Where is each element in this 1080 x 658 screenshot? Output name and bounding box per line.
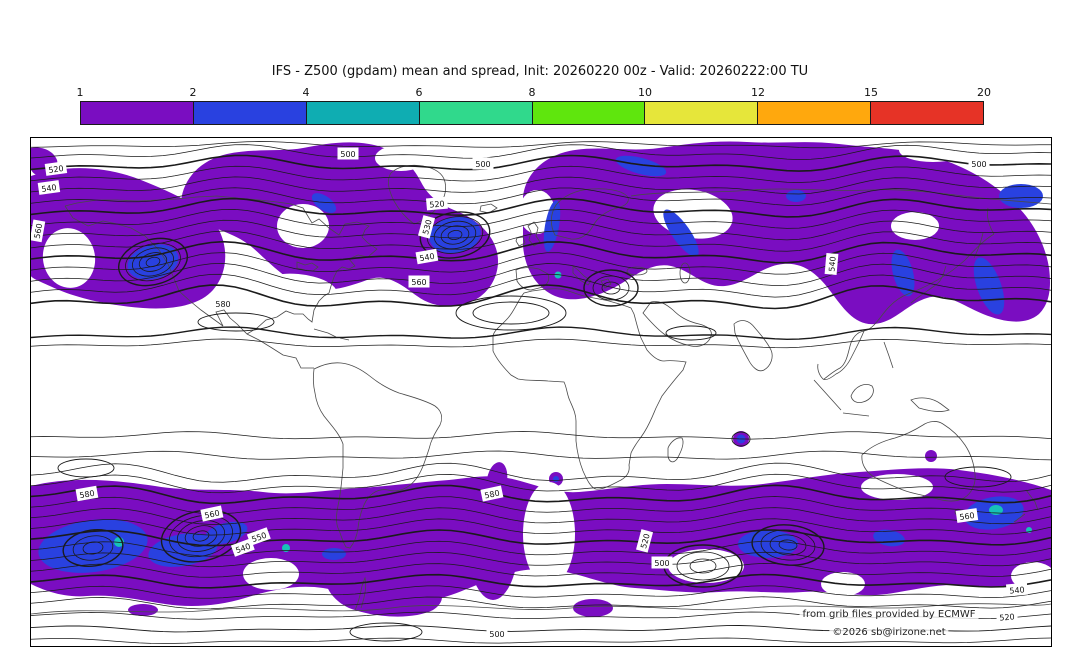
svg-text:560: 560: [204, 508, 221, 520]
svg-text:500: 500: [475, 160, 490, 169]
contour-label: 500: [337, 147, 359, 160]
colorbar-tick-label: 10: [638, 86, 652, 99]
svg-text:560: 560: [411, 278, 426, 287]
svg-text:580: 580: [215, 300, 230, 309]
colorbar-segment: [532, 102, 646, 124]
colorbar-tick-label: 6: [415, 86, 423, 99]
contour-label: 540: [824, 252, 839, 275]
colorbar-segment: [645, 102, 759, 124]
svg-text:500: 500: [489, 630, 504, 639]
svg-text:560: 560: [959, 511, 975, 522]
colorbar-segment: [306, 102, 420, 124]
colorbar-segment: [81, 102, 194, 124]
contour-label: 540: [37, 180, 61, 195]
svg-text:520: 520: [639, 533, 652, 550]
contour-label: 530: [418, 215, 436, 239]
map-frame: 520 540 560 500 500 520 530 540 560 580 500 540 580 5…: [30, 137, 1052, 647]
contour-label: 540: [230, 538, 255, 557]
contour-labels: 5205405605005005205305405605805005405805…: [31, 147, 1028, 640]
attribution-source: from grib files provided by ECMWF: [799, 609, 979, 620]
chart-title: IFS - Z500 (gpdam) mean and spread, Init…: [271, 64, 809, 79]
contour-label: 560: [955, 508, 979, 523]
contour-label: 520: [995, 609, 1018, 624]
colorbar-tick-label: 8: [528, 86, 536, 99]
colorbar-ticks: 1 2 4 6 8 10 12 15 20: [76, 86, 992, 100]
contour-label: 560: [200, 505, 224, 522]
colorbar-segment: [419, 102, 533, 124]
svg-text:540: 540: [827, 256, 837, 272]
contour-label: 580: [212, 297, 234, 310]
contour-label: 540: [415, 248, 439, 265]
colorbar-segment: [193, 102, 307, 124]
contour-label: 580: [480, 485, 504, 502]
svg-text:540: 540: [419, 252, 436, 264]
colorbar-tick-label: 15: [864, 86, 878, 99]
world-map-svg: 5205405605005005205305405605805005405805…: [31, 138, 1051, 644]
contour-label: 540: [1005, 582, 1028, 597]
svg-text:500: 500: [654, 559, 669, 568]
attribution-copyright: ©2026 sb@irizone.net: [829, 627, 949, 638]
svg-text:560: 560: [33, 223, 45, 240]
contour-label: 550: [246, 527, 271, 546]
contour-label: 560: [408, 275, 430, 288]
height-contours: [31, 141, 1051, 644]
contour-label: 580: [75, 485, 99, 502]
contour-label: 500: [472, 157, 494, 170]
colorbar-tick-label: 2: [189, 86, 197, 99]
svg-text:520: 520: [999, 612, 1015, 622]
colorbar-tick-label: 12: [751, 86, 765, 99]
colorbar-tick-label: 1: [76, 86, 84, 99]
contour-label: 520: [44, 161, 68, 176]
contour-label: 520: [636, 529, 654, 553]
colorbar-segment: [758, 102, 872, 124]
svg-text:500: 500: [971, 160, 986, 169]
svg-text:520: 520: [429, 199, 445, 209]
contour-label: 500: [968, 157, 990, 170]
svg-text:580: 580: [79, 489, 96, 501]
colorbar-segment: [871, 102, 983, 124]
contour-label: 560: [31, 219, 46, 243]
svg-text:530: 530: [421, 219, 434, 236]
svg-text:520: 520: [48, 164, 64, 175]
svg-text:540: 540: [41, 183, 57, 194]
contour-label: 520: [425, 196, 448, 211]
svg-text:540: 540: [1009, 585, 1025, 595]
svg-text:500: 500: [340, 150, 355, 159]
colorbar-tick-label: 20: [977, 86, 991, 99]
colorbar-segments: [80, 101, 984, 125]
contour-label: 500: [486, 627, 508, 640]
colorbar-tick-label: 4: [302, 86, 310, 99]
colorbar: 1 2 4 6 8 10 12 15 20: [76, 86, 992, 125]
coastlines: [31, 164, 1051, 615]
contour-label: 500: [651, 556, 673, 569]
svg-text:580: 580: [484, 488, 501, 500]
